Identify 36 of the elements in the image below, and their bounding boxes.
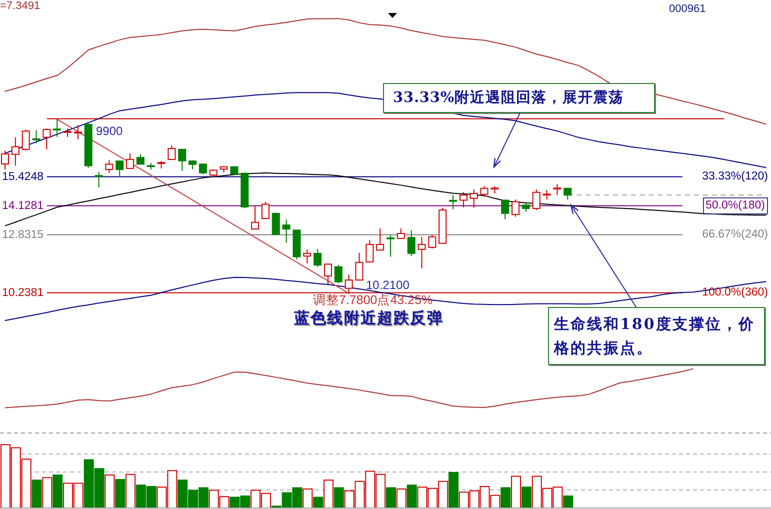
candlestick <box>11 136 20 166</box>
candlestick <box>53 118 62 138</box>
candlestick <box>282 218 290 244</box>
annotation: 蓝色线附近超跌反弹 <box>294 308 444 327</box>
line-series <box>4 172 766 226</box>
bar <box>115 478 126 508</box>
annotation: 50.0%(180) <box>702 197 768 214</box>
annotation: 000961 <box>669 3 706 16</box>
annotation: 9900 <box>96 124 123 139</box>
annotation: 33.33%附近遇阻回落，展开震荡 <box>383 83 655 113</box>
line-series <box>4 18 766 125</box>
y-tick-label: 12.8315 <box>2 228 44 241</box>
annotation: 66.67%(240) <box>702 228 768 242</box>
bar <box>448 472 459 508</box>
annotation: 33.33%(120) <box>702 170 768 184</box>
bar <box>563 495 574 508</box>
candlestick <box>449 194 458 210</box>
annotation: 调整7.7800点43.25% <box>313 293 433 308</box>
candlestick <box>74 124 82 140</box>
bar <box>521 486 532 508</box>
y-tick-label: 15.4248 <box>2 170 44 183</box>
line-series <box>4 368 694 408</box>
bar <box>500 487 511 508</box>
bar <box>406 484 417 508</box>
annotation: 10.2100 <box>366 278 410 293</box>
y-tick-label: 10.2381 <box>2 286 44 299</box>
bar <box>334 487 344 508</box>
bar <box>32 480 42 508</box>
annotation: 100.0%(360) <box>702 286 768 300</box>
annotation: =7.3491 <box>0 0 40 13</box>
bar <box>52 474 63 508</box>
annotation: 生命线和180度支撑位，价格的共振点。 <box>548 307 765 365</box>
bar <box>313 496 324 508</box>
candlestick <box>418 236 426 269</box>
bar <box>386 487 396 508</box>
y-tick-label: 14.1281 <box>2 200 44 212</box>
